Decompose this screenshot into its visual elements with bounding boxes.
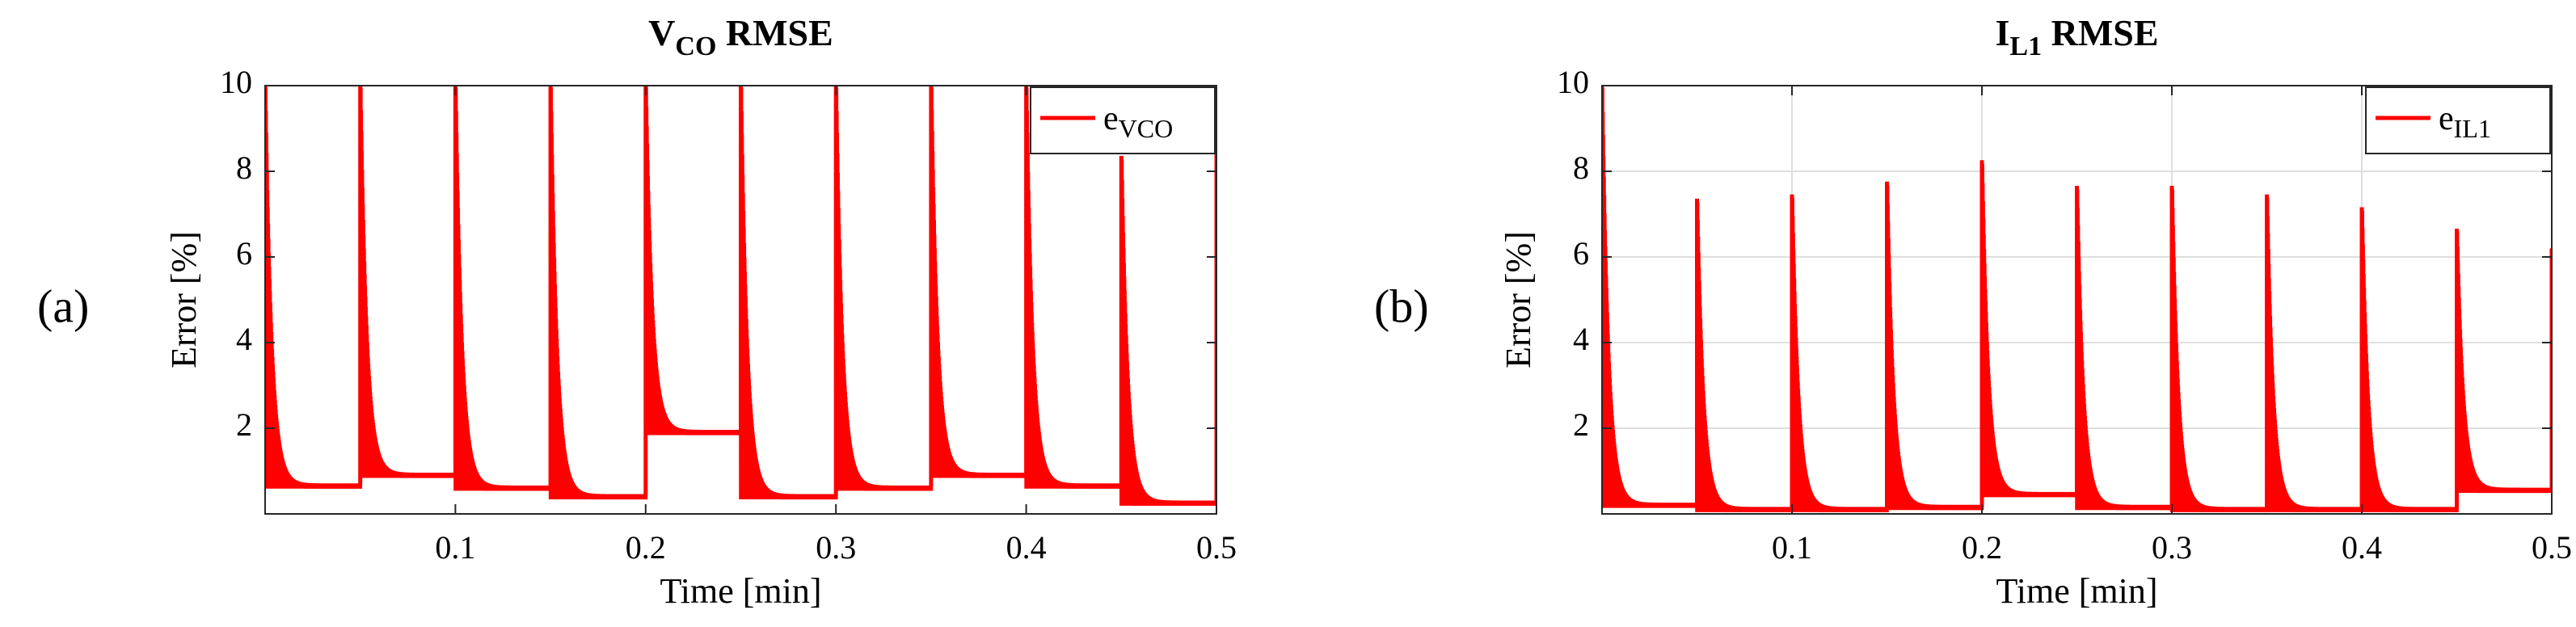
title-main: V: [648, 12, 675, 53]
legend-subscript: IL1: [2454, 114, 2491, 143]
chart-title: VCO RMSE: [648, 12, 833, 61]
chart-panel-b: (b) 0.1 0.2 0.3 0.4 0.5 2 4 6 8 10 Time [min] Error …: [1374, 12, 2572, 611]
x-tick-label: 0.5: [1196, 529, 1237, 566]
x-tick-label: 0.2: [626, 529, 666, 566]
x-tick-label: 0.1: [1772, 529, 1812, 566]
x-tick-label: 0.3: [816, 529, 856, 566]
y-tick-label: 10: [220, 64, 252, 100]
x-tick-label: 0.3: [2152, 529, 2192, 566]
series-line-e_IL1: [1602, 86, 2552, 512]
legend-label: eVCO: [1103, 100, 1173, 143]
legend-subscript: VCO: [1119, 114, 1174, 143]
title-rest: RMSE: [716, 12, 833, 53]
legend: eVCO: [1030, 86, 1216, 154]
x-tick-label: 0.2: [1962, 529, 2002, 566]
chart-panel-a: (a) 0.1 0.2 0.3 0.4 0.5 2 4 6 8 10 Time [min] Error …: [37, 12, 1237, 611]
legend-box: [1030, 86, 1216, 154]
axes-box: [1601, 85, 2553, 515]
axes-box: [264, 85, 1217, 515]
legend: eIL1: [2365, 86, 2551, 154]
panel-label: (b): [1374, 280, 1429, 332]
x-tick-label: 0.4: [2342, 529, 2382, 566]
title-subscript: L1: [2009, 32, 2042, 61]
y-tick-label: 6: [1573, 235, 1589, 271]
y-tick-label: 2: [1573, 406, 1589, 443]
x-axis-label: Time [min]: [1996, 571, 2157, 611]
x-tick-label: 0.1: [435, 529, 475, 566]
panel-label: (a): [37, 280, 89, 332]
y-axis-label: Error [%]: [1499, 231, 1538, 368]
title-rest: RMSE: [2042, 12, 2158, 53]
title-subscript: CO: [675, 32, 716, 61]
legend-main: e: [1103, 100, 1119, 137]
legend-main: e: [2439, 100, 2454, 137]
y-tick-label: 8: [1573, 149, 1589, 186]
x-axis-label: Time [min]: [660, 571, 821, 611]
y-tick-label: 8: [236, 149, 252, 186]
y-tick-label: 4: [1573, 321, 1589, 357]
y-tick-label: 2: [236, 406, 252, 443]
y-tick-label: 10: [1557, 64, 1589, 100]
chart-title: IL1 RMSE: [1996, 12, 2159, 61]
title-main: I: [1996, 12, 2010, 53]
series-line-e_VCO: [265, 86, 1216, 507]
legend-label: eIL1: [2439, 100, 2491, 143]
x-tick-label: 0.5: [2532, 529, 2572, 566]
y-axis-label: Error [%]: [164, 231, 204, 368]
y-tick-label: 4: [236, 321, 252, 357]
legend-box: [2365, 86, 2551, 154]
y-tick-label: 6: [236, 235, 252, 271]
x-tick-label: 0.4: [1006, 529, 1047, 566]
